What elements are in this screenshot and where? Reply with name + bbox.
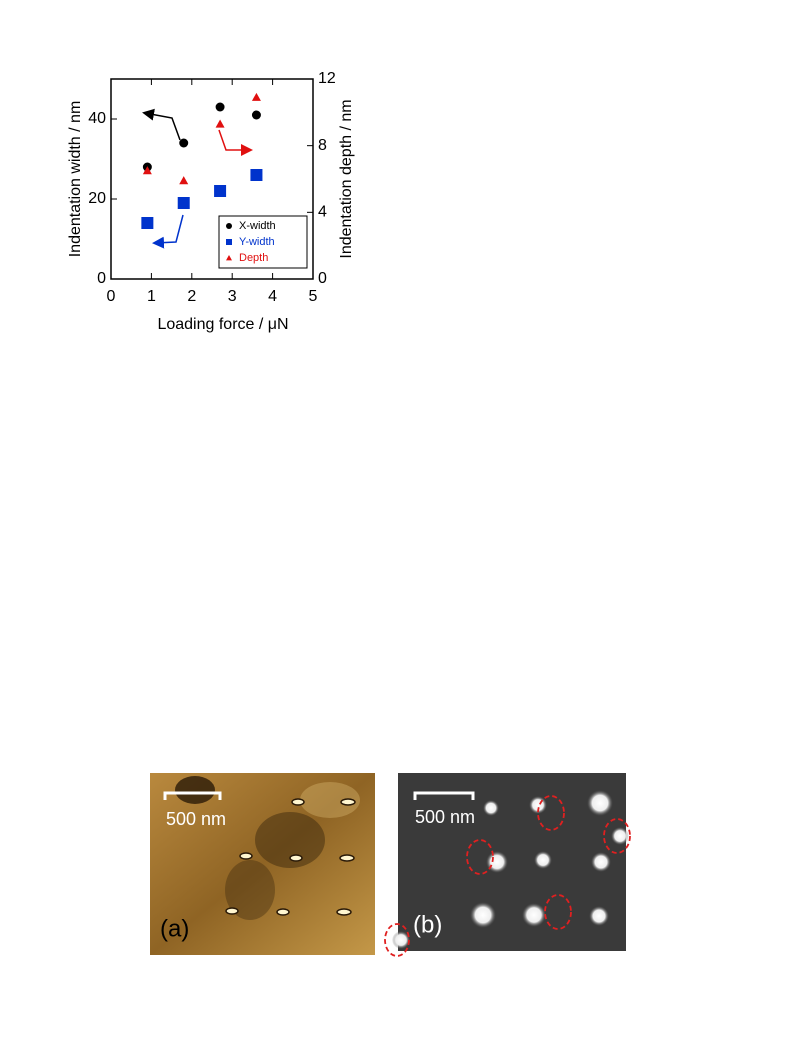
x-tick-label: 3 xyxy=(228,288,237,305)
plot-frame xyxy=(110,78,314,280)
legend-label: X-width xyxy=(239,220,276,232)
legend-marker xyxy=(226,223,232,229)
panel-label: (b) xyxy=(413,911,442,938)
point xyxy=(251,92,261,101)
legend-marker xyxy=(226,255,232,261)
y2-tick-label: 4 xyxy=(318,204,327,221)
point xyxy=(251,110,261,120)
panel-a: 500 nm (a) xyxy=(150,773,375,955)
y-tick-label: 20 xyxy=(88,190,106,207)
arrow xyxy=(142,108,181,141)
legend-box xyxy=(218,215,308,269)
x-tick-label: 1 xyxy=(147,288,156,305)
point xyxy=(179,176,189,185)
point xyxy=(215,102,225,112)
y-tick-label: 0 xyxy=(97,270,106,287)
x-tick-label: 0 xyxy=(107,288,116,305)
panel-b: 500 nm (b) xyxy=(384,773,631,957)
arrow xyxy=(218,129,253,156)
x-tick-label: 2 xyxy=(187,288,196,305)
y-tick-label: 40 xyxy=(88,110,106,127)
legend-marker xyxy=(226,239,232,245)
panel-label: (a) xyxy=(160,915,189,942)
arrow xyxy=(152,214,184,249)
point xyxy=(141,217,154,229)
point xyxy=(250,169,263,181)
x-tick-label: 4 xyxy=(268,288,277,305)
point xyxy=(179,138,189,148)
legend-label: Y-width xyxy=(239,236,275,248)
scale-bar-label: 500 nm xyxy=(166,809,226,829)
point xyxy=(215,119,225,128)
y-axis-label: Indentation width / nm xyxy=(67,101,84,258)
point xyxy=(142,166,152,175)
scale-bar-label: 500 nm xyxy=(415,807,475,827)
x-axis-label: Loading force / μN xyxy=(157,316,288,333)
y2-tick-label: 12 xyxy=(318,70,336,87)
point xyxy=(214,185,227,197)
y2-tick-label: 0 xyxy=(318,270,327,287)
x-tick-label: 5 xyxy=(309,288,318,305)
y2-axis-label: Indentation depth / nm xyxy=(338,99,355,258)
y2-tick-label: 8 xyxy=(318,137,327,154)
point xyxy=(177,197,190,209)
legend-label: Depth xyxy=(239,252,268,264)
